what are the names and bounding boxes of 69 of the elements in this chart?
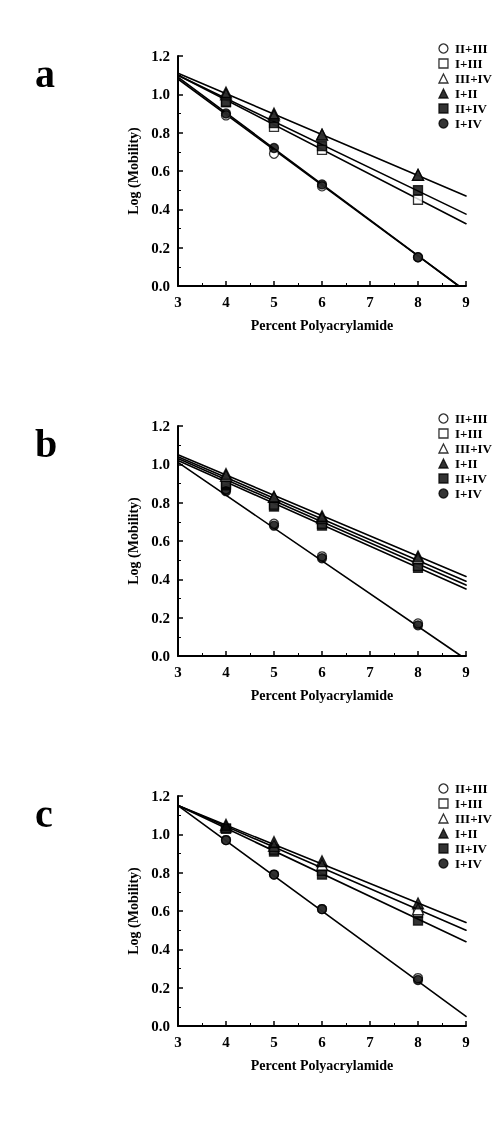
chart-title: b xyxy=(35,420,58,466)
x-tick-label: 5 xyxy=(270,293,278,310)
legend-label: II+IV xyxy=(454,841,488,856)
y-tick-label: 0.2 xyxy=(151,979,170,996)
y-tick-label: 1.0 xyxy=(151,86,170,103)
legend-label: I+III xyxy=(454,796,483,811)
y-tick-label: 1.0 xyxy=(151,826,170,843)
legend-label: I+II xyxy=(454,456,478,471)
x-tick-label: 6 xyxy=(318,1033,327,1050)
legend-label: I+IV xyxy=(454,856,483,871)
y-tick-label: 0.6 xyxy=(151,533,171,549)
x-tick-label: 4 xyxy=(222,663,231,680)
x-axis-title: Percent Polyacrylamide xyxy=(250,687,394,703)
y-tick-label: 0.2 xyxy=(151,609,170,626)
x-axis-title: Percent Polyacrylamide xyxy=(250,317,394,333)
y-axis-title: Log (Mobility) xyxy=(125,126,142,215)
y-tick-label: 0.0 xyxy=(151,278,170,294)
y-tick-label: 1.0 xyxy=(151,456,170,473)
legend-label: II+IV xyxy=(454,101,488,116)
chart-title: a xyxy=(35,50,55,96)
y-tick-label: 0.6 xyxy=(151,163,171,179)
legend-label: III+IV xyxy=(454,441,493,456)
y-tick-label: 0.4 xyxy=(151,201,171,218)
x-tick-label: 9 xyxy=(462,663,470,680)
x-tick-label: 7 xyxy=(366,293,375,310)
y-tick-label: 0.2 xyxy=(151,239,170,256)
legend-label: III+IV xyxy=(454,71,493,86)
y-tick-label: 1.2 xyxy=(151,418,170,434)
y-axis-title: Log (Mobility) xyxy=(125,496,142,585)
legend-label: I+IV xyxy=(454,486,483,501)
x-tick-label: 5 xyxy=(270,1033,278,1050)
legend-label: I+II xyxy=(454,86,478,101)
x-tick-label: 4 xyxy=(222,293,231,310)
x-tick-label: 3 xyxy=(174,1033,182,1050)
y-tick-label: 0.0 xyxy=(151,1018,170,1034)
x-tick-label: 8 xyxy=(414,663,422,680)
chart-title: c xyxy=(35,790,53,836)
y-tick-label: 1.2 xyxy=(151,48,170,64)
x-tick-label: 7 xyxy=(366,1033,375,1050)
x-tick-label: 8 xyxy=(414,1033,422,1050)
legend-label: II+III xyxy=(454,41,488,56)
y-tick-label: 0.4 xyxy=(151,571,171,588)
legend-label: I+II xyxy=(454,826,478,841)
y-tick-label: 0.4 xyxy=(151,941,171,958)
x-tick-label: 6 xyxy=(318,293,327,310)
x-tick-label: 6 xyxy=(318,663,327,680)
x-tick-label: 9 xyxy=(462,293,470,310)
legend-label: I+IV xyxy=(454,116,483,131)
legend-label: I+III xyxy=(454,426,483,441)
y-tick-label: 1.2 xyxy=(151,788,170,804)
y-tick-label: 0.8 xyxy=(151,864,170,881)
x-tick-label: 7 xyxy=(366,663,375,680)
legend-label: II+III xyxy=(454,411,488,426)
legend-label: I+III xyxy=(454,56,483,71)
x-tick-label: 3 xyxy=(174,663,182,680)
legend-label: II+III xyxy=(454,781,488,796)
x-tick-label: 3 xyxy=(174,293,182,310)
x-axis-title: Percent Polyacrylamide xyxy=(250,1057,394,1073)
x-tick-label: 4 xyxy=(222,1033,231,1050)
y-tick-label: 0.0 xyxy=(151,648,170,664)
x-tick-label: 8 xyxy=(414,293,422,310)
legend-label: II+IV xyxy=(454,471,488,486)
x-tick-label: 9 xyxy=(462,1033,470,1050)
y-tick-label: 0.8 xyxy=(151,124,170,141)
legend-label: III+IV xyxy=(454,811,493,826)
y-tick-label: 0.8 xyxy=(151,494,170,511)
x-tick-label: 5 xyxy=(270,663,278,680)
y-axis-title: Log (Mobility) xyxy=(125,866,142,955)
y-tick-label: 0.6 xyxy=(151,903,171,919)
